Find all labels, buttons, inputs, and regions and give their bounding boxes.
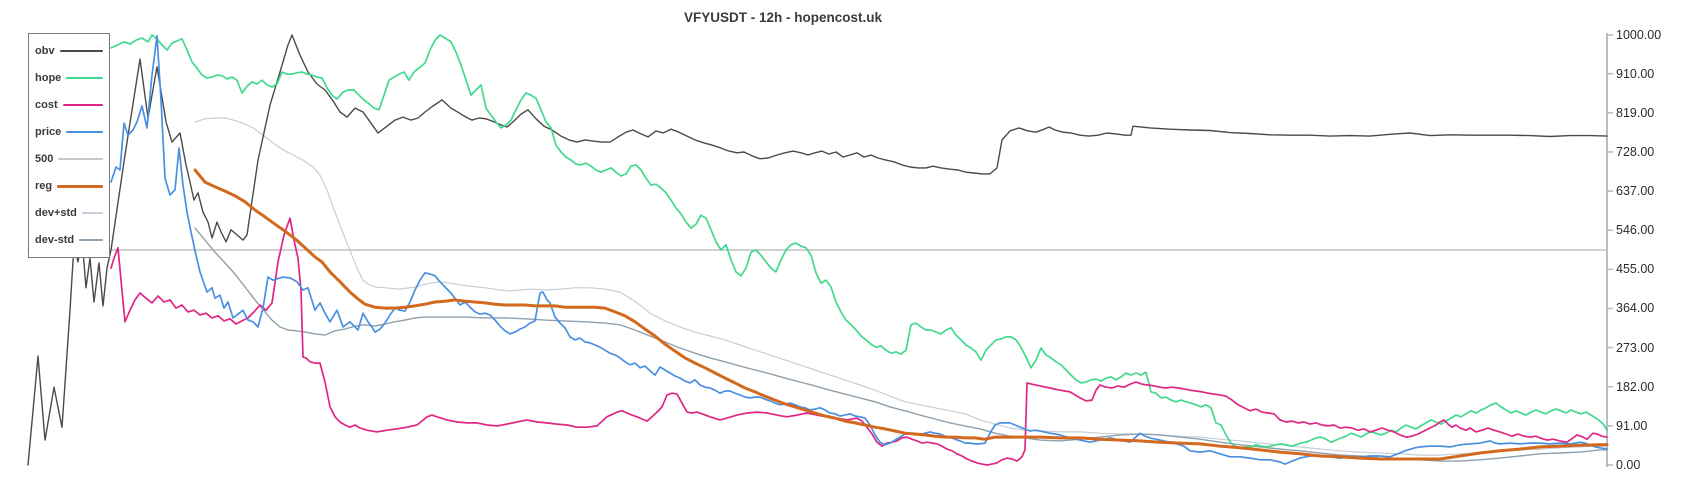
y-axis-tick-label: 728.00 (1616, 144, 1655, 159)
legend-line-swatch (81, 212, 103, 215)
series-line-obv (27, 34, 1608, 466)
legend-line-swatch (59, 49, 103, 52)
legend-label: dev+std (35, 207, 77, 220)
legend-line-swatch (79, 239, 103, 242)
legend-line-swatch (62, 103, 103, 106)
legend-item-dev+std: dev+std (35, 207, 103, 219)
legend-line-swatch (66, 76, 103, 79)
y-axis-tick-label: 1000.00 (1616, 28, 1662, 42)
series-line-hope (110, 34, 1608, 449)
series-line-dev-std (194, 227, 1608, 462)
y-axis-tick-label: 637.00 (1616, 184, 1655, 199)
legend-line-swatch (66, 130, 103, 133)
y-axis-tick-label: 910.00 (1616, 66, 1655, 81)
chart-title: VFYUSDT - 12h - hopencost.uk (683, 10, 883, 25)
series-line-price (110, 35, 1608, 465)
legend-item-hope: hope (35, 72, 103, 84)
legend-label: price (35, 125, 62, 138)
legend-label: cost (35, 98, 58, 111)
y-axis-tick-label: 91.00 (1616, 418, 1648, 433)
legend-label: 500 (35, 153, 54, 166)
y-axis-tick-label: 364.00 (1616, 301, 1655, 316)
legend-item-reg: reg (35, 180, 103, 192)
legend-label: hope (35, 71, 62, 84)
series-line-dev+std (194, 117, 1608, 456)
y-axis-tick-label: 455.00 (1616, 262, 1655, 277)
y-axis-tick-label: 0.00 (1616, 458, 1641, 472)
y-axis-tick-label: 182.00 (1616, 379, 1655, 394)
legend-item-dev-std: dev-std (35, 234, 103, 246)
legend-item-price: price (35, 126, 103, 138)
legend-line-swatch (58, 158, 103, 161)
legend-label: dev-std (35, 234, 75, 247)
legend-item-cost: cost (35, 99, 103, 111)
legend-label: obv (35, 44, 55, 57)
legend-line-swatch (57, 184, 103, 188)
y-axis-tick-label: 819.00 (1616, 105, 1655, 120)
legend-label: reg (35, 180, 53, 193)
legend-box: obv hope cost price 500 reg dev+std dev-std (28, 33, 110, 258)
series-line-cost (110, 217, 1608, 466)
legend-item-obv: obv (35, 45, 103, 57)
series-line-reg (193, 168, 1609, 461)
y-axis-tick-label: 546.00 (1616, 223, 1655, 238)
legend-item-500: 500 (35, 153, 103, 165)
y-axis-tick-label: 273.00 (1616, 340, 1655, 355)
